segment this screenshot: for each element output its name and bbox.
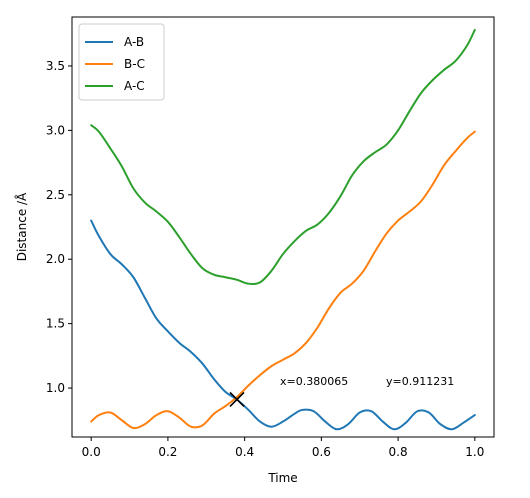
plot-frame [71, 16, 495, 438]
x-tick-label: 0.2 [158, 445, 177, 459]
x-tick-label: 0.4 [235, 445, 254, 459]
x-tick-label: 1.0 [465, 445, 484, 459]
x-tick-label: 0.6 [312, 445, 331, 459]
cursor-readout-y: y=0.911231 [386, 375, 454, 388]
y-tick-label: 1.5 [46, 317, 65, 331]
y-tick-label: 3.5 [46, 59, 65, 73]
crossing-marker [229, 391, 245, 408]
series-line-a-c [90, 28, 476, 286]
series-line-b-c [90, 130, 476, 430]
legend-label-a-b: A-B [124, 35, 144, 49]
legend: A-B B-C A-C [78, 23, 165, 101]
x-axis-ticks: 0.0 0.2 0.4 0.6 0.8 1.0 [82, 437, 484, 459]
plot-lines [90, 28, 476, 431]
legend-label-a-c: A-C [124, 79, 145, 93]
y-axis-title: Distance /Å [14, 192, 29, 261]
series-line-a-b [90, 219, 476, 431]
legend-label-b-c: B-C [124, 57, 145, 71]
x-axis-title: Time [267, 471, 297, 485]
y-axis-ticks: 1.0 1.5 2.0 2.5 3.0 3.5 [46, 59, 72, 395]
y-tick-label: 1.0 [46, 381, 65, 395]
x-tick-label: 0.8 [389, 445, 408, 459]
y-tick-label: 2.5 [46, 188, 65, 202]
x-tick-label: 0.0 [82, 445, 101, 459]
cursor-readout-x: x=0.380065 [280, 375, 348, 388]
y-tick-label: 2.0 [46, 252, 65, 266]
marker-stroke-2 [229, 391, 245, 408]
y-tick-label: 3.0 [46, 123, 65, 137]
legend-box [78, 23, 165, 101]
